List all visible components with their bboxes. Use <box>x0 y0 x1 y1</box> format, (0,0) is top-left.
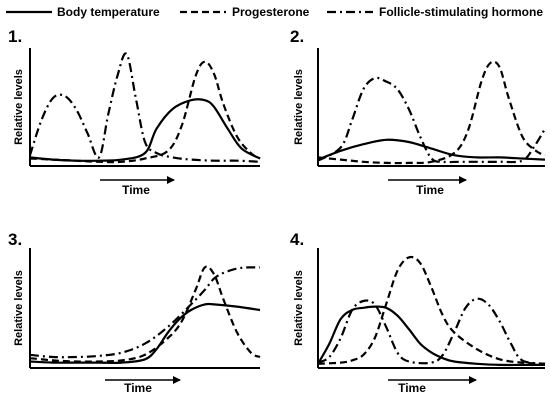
series-line-progesterone <box>317 255 546 365</box>
legend-item: Body temperature <box>6 5 160 19</box>
legend-item: Follicle-stimulating hormone <box>327 5 543 19</box>
panels: 1. Relative levels Time 2. Relative levels Ti… <box>8 27 546 395</box>
legend-label: Follicle-stimulating hormone <box>379 5 543 19</box>
y-axis-label: Relative levels <box>13 270 25 346</box>
x-axis-label: Time <box>398 381 426 395</box>
chart-panel-3: 3. Relative levels Time <box>8 230 261 395</box>
y-axis-label: Relative levels <box>13 69 25 145</box>
series-line-follicle-stimulating-hormone <box>317 297 546 365</box>
panel-label: 3. <box>8 230 22 249</box>
chart-panel-4: 4. Relative levels Time <box>290 230 546 395</box>
y-axis-label: Relative levels <box>293 270 305 346</box>
series-line-progesterone <box>29 60 261 164</box>
panel-label: 2. <box>290 27 304 46</box>
x-axis-label: Time <box>416 183 444 197</box>
legend: Body temperature Progesterone Follicle-sti… <box>6 5 543 19</box>
x-axis-label: Time <box>124 381 152 395</box>
series-line-progesterone <box>317 60 546 165</box>
series-line-follicle-stimulating-hormone <box>28 52 261 163</box>
series-line-follicle-stimulating-hormone <box>29 266 261 359</box>
series-line-body-temperature <box>317 305 545 367</box>
y-axis-label: Relative levels <box>293 69 305 145</box>
panel-label: 1. <box>8 27 22 46</box>
series-line-follicle-stimulating-hormone <box>317 76 546 164</box>
panel-label: 4. <box>290 230 304 249</box>
series-line-progesterone <box>29 265 261 363</box>
legend-item: Progesterone <box>180 5 310 19</box>
chart-panel-2: 2. Relative levels Time <box>290 27 546 197</box>
legend-label: Body temperature <box>57 5 160 19</box>
chart-panel-1: 1. Relative levels Time <box>8 27 261 197</box>
legend-label: Progesterone <box>232 5 310 19</box>
series-line-body-temperature <box>317 138 546 161</box>
x-axis-label: Time <box>122 183 150 197</box>
